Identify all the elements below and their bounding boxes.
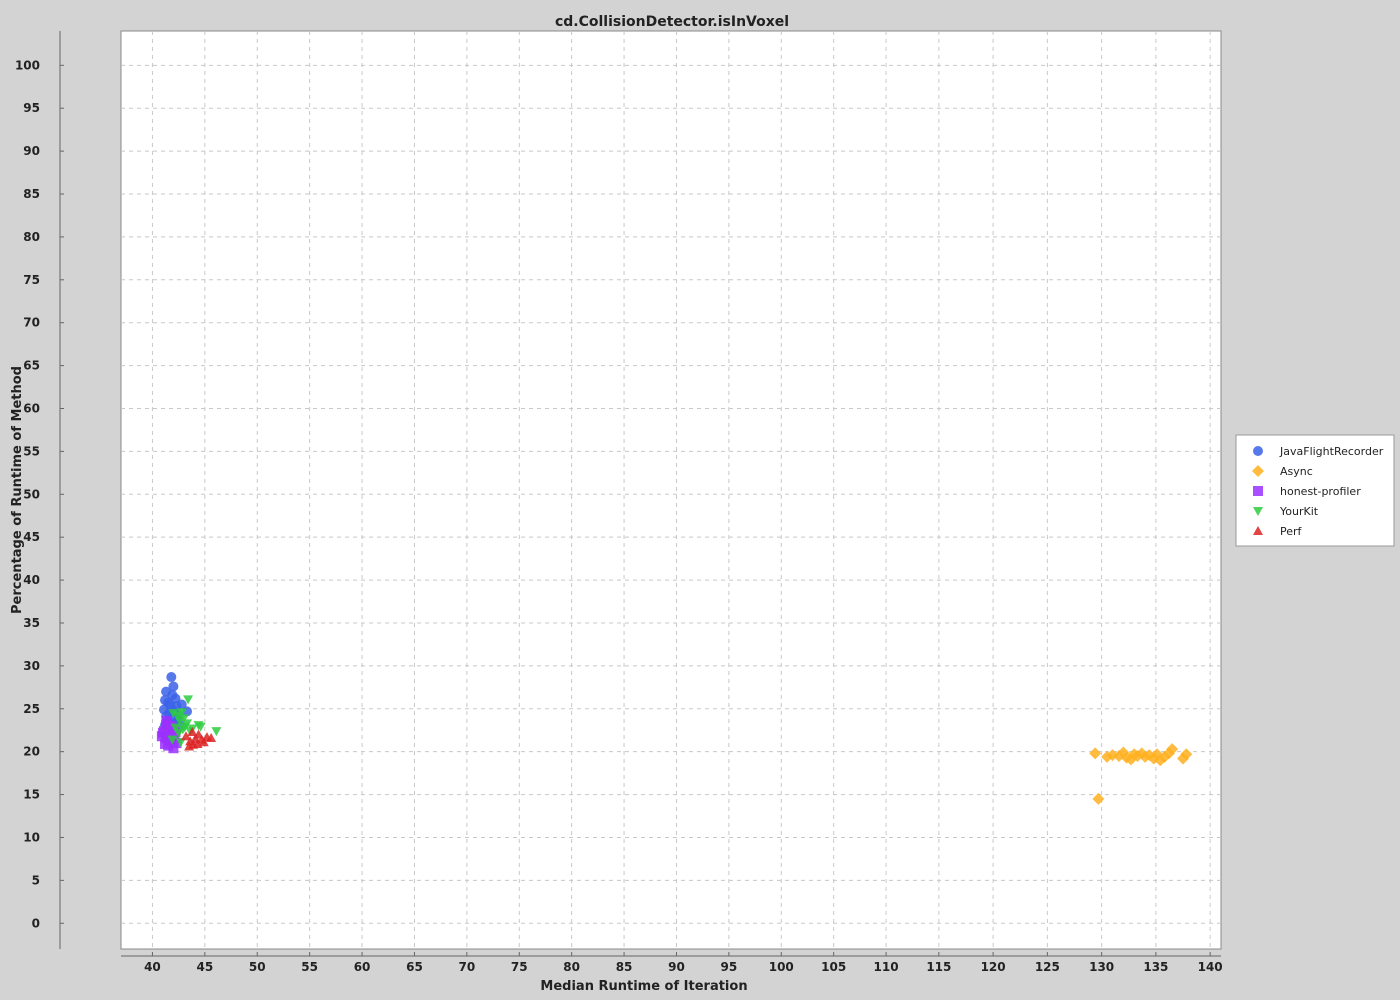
x-tick-label: 50 [249, 960, 266, 974]
legend-marker [1253, 507, 1263, 516]
data-point-yourkit [167, 735, 178, 745]
data-point-perf [180, 731, 191, 741]
legend-label: honest-profiler [1280, 485, 1361, 498]
data-point-yourkit [178, 714, 189, 724]
y-tick-label: 55 [23, 444, 40, 458]
y-tick-label: 20 [23, 745, 40, 759]
x-tick-label: 120 [981, 960, 1006, 974]
x-axis-ticks: 40 45 50 55 60 65 70 75 80 85 90 95 100 105 110 115 120 1… [144, 952, 1223, 974]
x-tick-label: 100 [769, 960, 794, 974]
data-point-async [1089, 747, 1102, 760]
data-point-perf [198, 737, 209, 747]
legend-items: JavaFlightRecorder Async honest-profiler Yo… [1252, 445, 1384, 538]
data-point-honest-profiler [171, 738, 182, 749]
x-tick-label: 115 [926, 960, 951, 974]
data-point-perf [187, 726, 198, 736]
x-tick-label: 70 [459, 960, 476, 974]
data-point-honest-profiler [161, 732, 172, 743]
data-point-javaflightrecorder [166, 672, 177, 683]
legend-label: Perf [1280, 525, 1303, 538]
data-point-yourkit [183, 695, 194, 705]
data-point-javaflightrecorder [168, 681, 179, 692]
legend-label: Async [1280, 465, 1313, 478]
x-tick-label: 105 [821, 960, 846, 974]
data-point-perf [184, 741, 195, 751]
x-tick-label: 130 [1089, 960, 1114, 974]
x-tick-label: 40 [144, 960, 161, 974]
data-point-honest-profiler [168, 743, 179, 754]
data-point-yourkit [168, 709, 179, 719]
y-tick-label: 15 [23, 788, 40, 802]
data-point-perf [206, 732, 217, 742]
x-tick-label: 95 [721, 960, 738, 974]
legend-marker [1253, 446, 1263, 456]
y-tick-label: 70 [23, 316, 40, 330]
y-tick-label: 45 [23, 530, 40, 544]
y-tick-label: 65 [23, 359, 40, 373]
data-point-yourkit [173, 728, 184, 738]
y-tick-label: 95 [23, 101, 40, 115]
y-tick-label: 0 [32, 916, 40, 930]
legend-marker [1252, 465, 1264, 477]
data-point-honest-profiler [162, 715, 173, 726]
data-point-yourkit [174, 716, 185, 726]
gridlines [121, 31, 1221, 949]
data-point-yourkit [211, 727, 222, 737]
legend-label: YourKit [1279, 505, 1319, 518]
y-tick-label: 40 [23, 573, 40, 587]
y-tick-label: 5 [32, 873, 40, 887]
data-point-async [1092, 792, 1105, 805]
x-tick-label: 45 [196, 960, 213, 974]
data-point-async [1166, 743, 1179, 756]
data-point-yourkit [175, 738, 186, 748]
plot-area [120, 30, 1222, 950]
x-tick-label: 85 [616, 960, 633, 974]
data-point-honest-profiler [163, 740, 174, 751]
chart-title: cd.CollisionDetector.isInVoxel [555, 14, 789, 30]
legend-marker [1253, 486, 1263, 496]
x-tick-label: 110 [874, 960, 899, 974]
data-point-yourkit [170, 723, 181, 733]
legend-label: JavaFlightRecorder [1279, 445, 1384, 458]
y-tick-label: 100 [15, 58, 40, 72]
x-tick-label: 90 [668, 960, 685, 974]
data-point-yourkit [179, 722, 190, 732]
y-tick-label: 50 [23, 487, 40, 501]
x-tick-label: 125 [1035, 960, 1060, 974]
data-point-yourkit [176, 708, 187, 718]
y-tick-label: 75 [23, 273, 40, 287]
data-point-yourkit [195, 722, 206, 732]
x-tick-label: 135 [1143, 960, 1168, 974]
x-tick-label: 55 [301, 960, 318, 974]
data-point-async [1180, 748, 1193, 761]
y-axis-ticks: 0 5 10 15 20 25 30 35 40 45 50 55 60 65 70 75 80 85 90 95 10… [15, 58, 64, 930]
x-axis-label: Median Runtime of Iteration [540, 979, 747, 994]
data-points [156, 672, 1193, 805]
x-tick-label: 65 [406, 960, 423, 974]
x-tick-label: 80 [563, 960, 580, 974]
legend: JavaFlightRecorder Async honest-profiler Yo… [1235, 434, 1395, 547]
y-tick-label: 30 [23, 659, 40, 673]
x-tick-label: 60 [354, 960, 371, 974]
y-tick-label: 90 [23, 144, 40, 158]
y-tick-label: 10 [23, 830, 40, 844]
x-tick-label: 75 [511, 960, 528, 974]
data-point-honest-profiler [165, 720, 176, 731]
data-point-honest-profiler [157, 727, 168, 738]
x-tick-label: 140 [1198, 960, 1223, 974]
y-tick-label: 60 [23, 401, 40, 415]
y-tick-label: 35 [23, 616, 40, 630]
y-tick-label: 85 [23, 187, 40, 201]
y-tick-label: 80 [23, 230, 40, 244]
y-axis-label: Percentage of Runtime of Method [10, 366, 25, 614]
legend-marker [1253, 526, 1263, 535]
data-point-javaflightrecorder [170, 693, 181, 704]
y-tick-label: 25 [23, 702, 40, 716]
